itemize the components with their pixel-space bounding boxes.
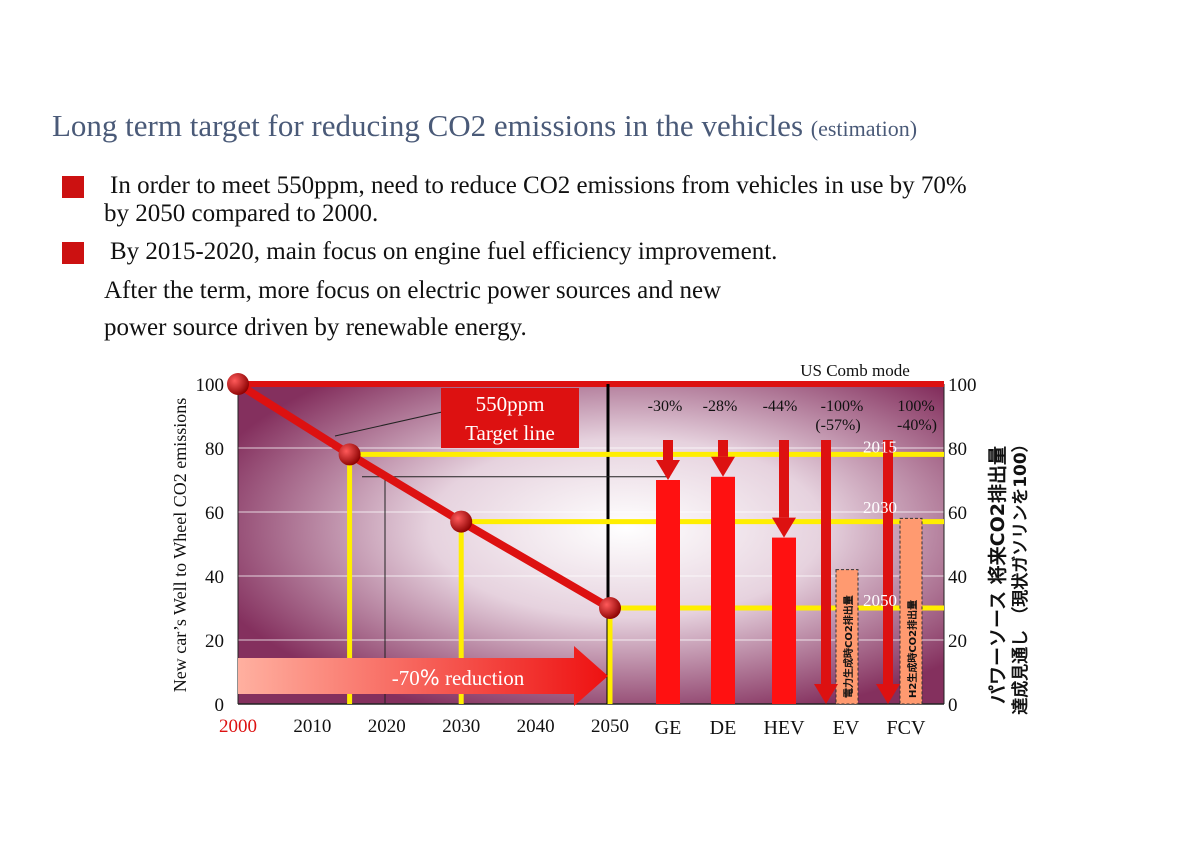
ytick-right-60: 60: [948, 503, 967, 524]
target-label-box: [441, 388, 579, 448]
year-level-2015: 2015: [863, 437, 897, 456]
target-point-2050: [599, 597, 621, 619]
bullet-1-line-2: by 2050 compared to 2000.: [104, 200, 379, 227]
ytick-left-40: 40: [205, 567, 224, 588]
ev-bar-label: 電力生成時CO2排出量: [842, 595, 855, 698]
ytick-right-100: 100: [948, 375, 977, 396]
bar-ev-power-generation: [835, 569, 859, 705]
arrow-head: [876, 684, 900, 704]
reduction-pct-hev: -44%: [763, 398, 798, 415]
title-main: Long term target for reducing CO2 emissi…: [52, 108, 804, 143]
category-fcv: FCV: [887, 717, 926, 739]
year-level-2050: 2050: [863, 591, 897, 610]
category-ev: EV: [833, 717, 860, 739]
bullet-1-line-1: In order to meet 550ppm, need to reduce …: [110, 172, 967, 199]
title-sub: (estimation): [810, 116, 918, 141]
xtick-2010: 2010: [293, 716, 331, 737]
arrow-shaft: [883, 440, 893, 684]
target-label-line-2: Target line: [465, 421, 555, 445]
arrow-head: [656, 460, 680, 480]
target-point-2000: [227, 373, 249, 395]
reduction-pct-ev: -100%: [821, 398, 864, 415]
year-level-2030: 2030: [863, 498, 897, 517]
bullet-square-2: [62, 242, 84, 264]
reduction-arrow-hev: [772, 440, 796, 538]
xtick-2030: 2030: [442, 716, 480, 737]
ytick-left-20: 20: [205, 631, 224, 652]
ytick-left-80: 80: [205, 439, 224, 460]
bar-fcv-h2-generation: [899, 517, 923, 705]
arrow-shaft: [663, 440, 673, 460]
ytick-right-0: 0: [948, 695, 958, 716]
reduction-arrow-fcv: [876, 440, 900, 704]
reduction-arrow-de: [711, 440, 735, 477]
reduction-label: -70% reduction: [392, 666, 525, 690]
bar-de: [711, 476, 735, 704]
y-axis-title-right-1: パワーソース 将来CO2排出量: [986, 446, 1009, 704]
reduction-arrow-ge: [656, 440, 680, 480]
reduction-arrow-70: [238, 646, 608, 706]
reduction-pct-de: -28%: [703, 398, 738, 415]
arrow-head: [814, 684, 838, 704]
ytick-left-60: 60: [205, 503, 224, 524]
bullet-2-line-3: power source driven by renewable energy.: [104, 314, 527, 341]
arrow-shaft: [718, 440, 728, 457]
target-label-leader: [334, 411, 443, 437]
y-axis-title-left: New car’s Well to Wheel CO2 emissions: [170, 398, 190, 693]
slide-title: Long term target for reducing CO2 emissi…: [52, 108, 917, 144]
bullet-square-1: [62, 176, 84, 198]
mode-label: US Comb mode: [800, 361, 910, 380]
category-de: DE: [710, 717, 737, 739]
ytick-right-20: 20: [948, 631, 967, 652]
target-point-2015: [338, 443, 361, 466]
reduction-arrow-ev: [814, 440, 838, 704]
reduction-sub-fcv: -40%): [897, 417, 937, 434]
reduction-pct-fcv: 100%: [897, 398, 934, 415]
xtick-2040: 2040: [517, 716, 555, 737]
xtick-2050: 2050: [591, 716, 629, 737]
reduction-pct-ge: -30%: [648, 398, 683, 415]
fcv-bar-label: H2生成時CO2排出量: [906, 600, 919, 698]
arrow-shaft: [821, 440, 831, 684]
reduction-label-part: %: [420, 666, 440, 690]
target-label-line-1: 550ppm: [476, 392, 545, 416]
reduction-label-part: reduction: [440, 666, 525, 690]
arrow-head: [772, 517, 796, 538]
ytick-right-80: 80: [948, 439, 967, 460]
ytick-left-100: 100: [196, 375, 225, 396]
bar-hev: [772, 537, 796, 704]
category-ge: GE: [655, 717, 682, 739]
reduction-label-part: -70: [392, 666, 420, 690]
target-point-2030: [450, 510, 473, 533]
xtick-2020: 2020: [368, 716, 406, 737]
category-hev: HEV: [763, 717, 805, 739]
ytick-right-40: 40: [948, 567, 967, 588]
xtick-2000: 2000: [219, 716, 257, 737]
bullet-2-line-1: By 2015-2020, main focus on engine fuel …: [110, 238, 778, 265]
reduction-sub-ev: (-57%): [815, 417, 860, 434]
bar-ge: [656, 480, 680, 704]
arrow-shaft: [779, 440, 789, 518]
bullet-2-line-2: After the term, more focus on electric p…: [104, 277, 722, 304]
arrow-head: [711, 456, 735, 477]
ytick-left-0: 0: [215, 695, 225, 716]
y-axis-title-right-2: 達成見通し （現状ガソリンを100）: [1010, 435, 1031, 714]
target-line: [234, 380, 614, 612]
